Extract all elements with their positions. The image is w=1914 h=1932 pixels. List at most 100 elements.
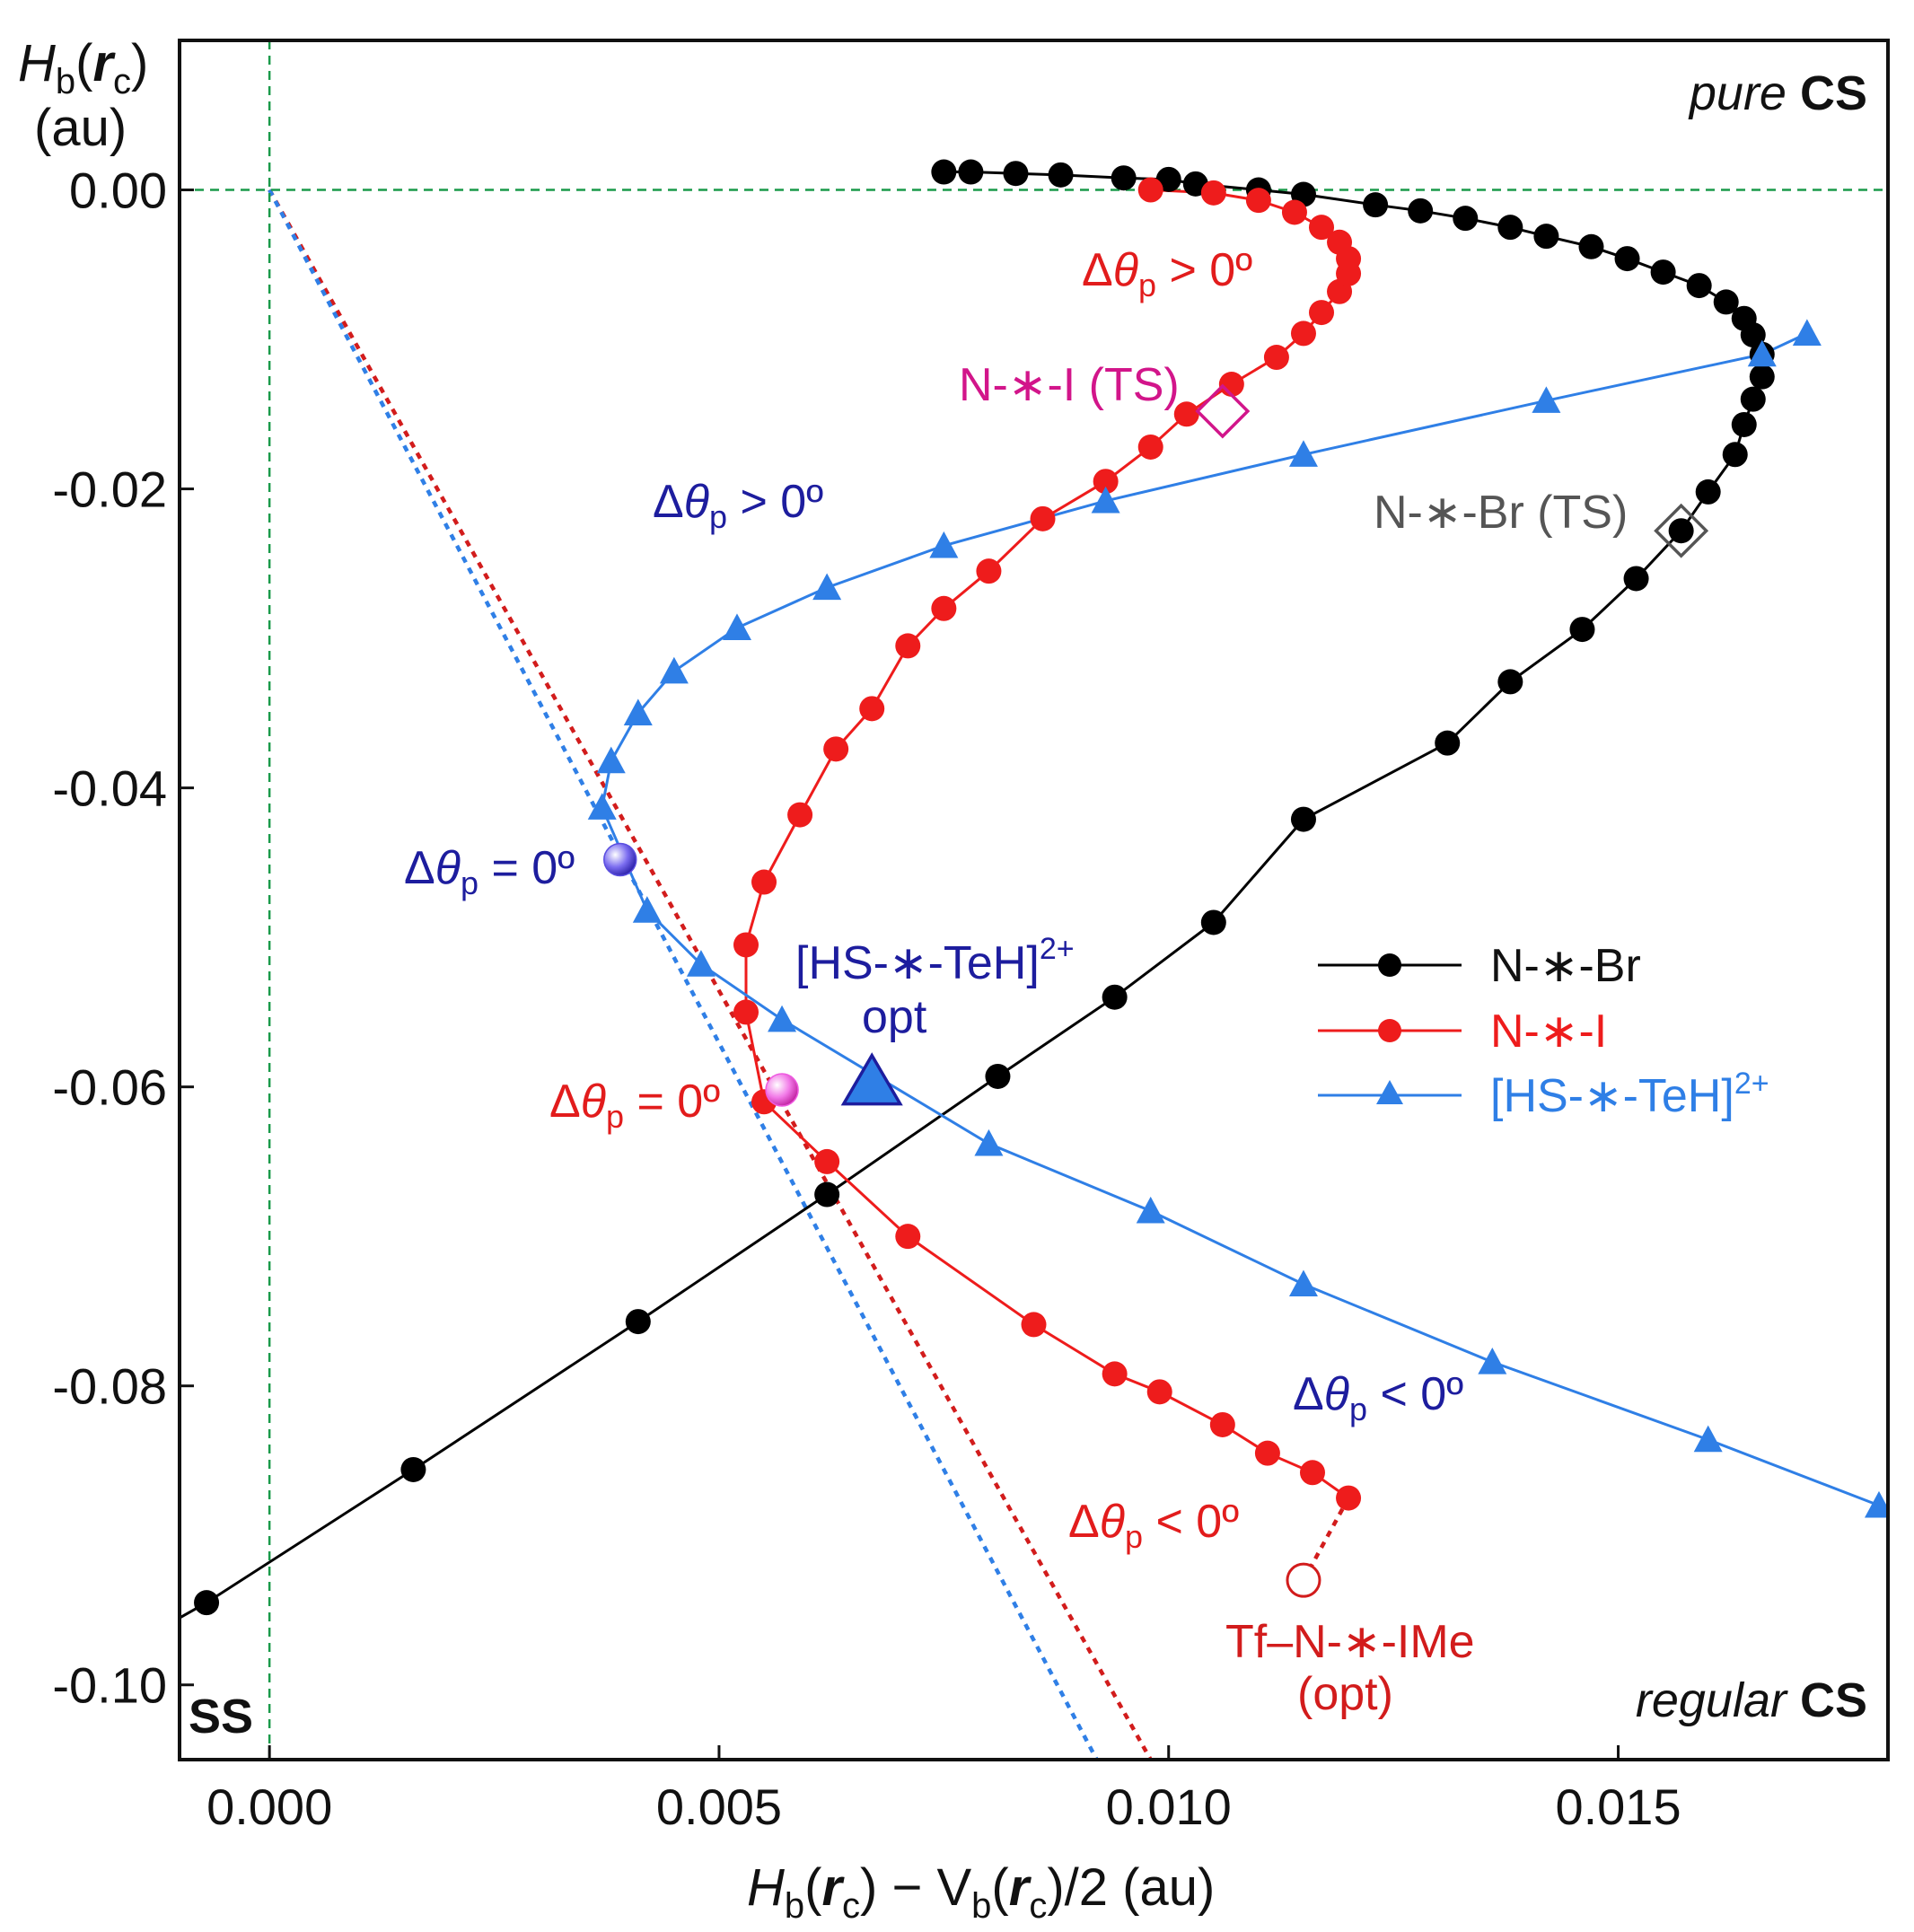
legend: N-∗-Br N-∗-I [HS-∗-TeH]2+ [1318, 940, 1769, 1122]
marker-n-br-16 [1740, 386, 1766, 412]
marker-n-br-6 [1200, 909, 1226, 935]
marker-n-br-11 [1623, 566, 1649, 592]
marker-n-i-34 [1200, 180, 1226, 206]
marker-n-br-23 [1650, 259, 1676, 285]
marker-hs-teh-2-5 [929, 531, 959, 558]
marker-n-br-36 [1048, 162, 1074, 188]
marker-n-i-17 [931, 595, 957, 621]
legend-i-label: N-∗-I [1490, 1006, 1607, 1058]
i-ts-label: N-∗-I (TS) [959, 359, 1180, 411]
red-dtheta-pos-label: Δθp > 0º [1082, 244, 1252, 303]
marker-n-br-29 [1408, 198, 1434, 224]
marker-n-br-1 [400, 1456, 426, 1482]
x-tick-label-1: 0.005 [656, 1778, 782, 1835]
legend-hs-marker [1376, 1080, 1403, 1104]
axis-ticks: 0.000 0.005 0.010 0.015 0.00 -0.02 -0.04 -0.06 -… [52, 162, 1681, 1835]
marker-n-br-4 [985, 1063, 1011, 1089]
marker-n-i-20 [1093, 469, 1119, 495]
marker-n-br-5 [1102, 984, 1128, 1010]
marker-hs-teh-2-20 [1864, 1490, 1888, 1518]
y-tick-label-1: -0.02 [52, 461, 167, 518]
marker-n-i-15 [859, 696, 885, 722]
marker-hs-teh-2-12 [632, 896, 662, 923]
marker-hs-teh-2-0 [1792, 319, 1822, 346]
marker-n-i-26 [1309, 300, 1335, 326]
legend-br-marker [1378, 953, 1401, 977]
marker-n-i-21 [1137, 434, 1163, 460]
legend-i-marker [1378, 1019, 1401, 1042]
blue-dtheta-neg-label: Δθp < 0º [1293, 1368, 1463, 1427]
corner-pure-cs: pure CS [1688, 66, 1867, 120]
x-axis-label: Hb(rc) − Vb(rc)/2 (au) [747, 1858, 1215, 1926]
y-axis-label: Hb(rc) [18, 34, 148, 101]
marker-n-br-17 [1749, 364, 1775, 390]
marker-n-i-0 [1336, 1485, 1362, 1511]
marker-hs-teh-2-9 [623, 698, 653, 725]
marker-n-i-33 [1245, 188, 1271, 214]
marker-hs-teh-2-2 [1532, 386, 1561, 413]
marker-n-br-21 [1713, 289, 1739, 315]
marker-n-br-37 [1003, 161, 1029, 187]
marker-n-br-13 [1695, 479, 1721, 505]
x-tick-label-2: 0.010 [1106, 1778, 1232, 1835]
special-markers [603, 383, 1709, 1598]
marker-n-br-2 [625, 1309, 651, 1335]
marker-hs-teh-2-15 [974, 1128, 1004, 1156]
y-tick-label-4: -0.08 [52, 1358, 167, 1415]
marker-hs-teh-2-17 [1288, 1269, 1318, 1297]
y-tick-label-3: -0.06 [52, 1059, 167, 1116]
marker-hs-teh-2-16 [1136, 1196, 1165, 1224]
marker-n-br-28 [1453, 206, 1479, 232]
marker-n-br-30 [1363, 192, 1389, 218]
marker-hs-teh-2-4 [1091, 486, 1120, 514]
marker-hs-teh-2-18 [1478, 1348, 1507, 1374]
marker-n-br-8 [1435, 730, 1461, 756]
dashed-guides [180, 40, 1888, 1760]
br-ts-label: N-∗-Br (TS) [1374, 487, 1628, 539]
tf-opt-label: Tf–N-∗-IMe [1225, 1616, 1475, 1668]
marker-n-i-18 [976, 558, 1002, 584]
marker-n-i-12 [751, 869, 777, 895]
marker-n-br-9 [1497, 669, 1523, 695]
marker-n-i-1 [1299, 1460, 1325, 1486]
special-br-ts [1654, 503, 1709, 558]
legend-br-label: N-∗-Br [1490, 940, 1641, 992]
marker-n-br-38 [958, 159, 984, 185]
marker-n-br-12 [1668, 518, 1694, 544]
marker-n-br-14 [1722, 442, 1748, 468]
marker-n-i-32 [1281, 199, 1307, 225]
special-i-ts [1195, 383, 1251, 439]
y-tick-label-5: -0.10 [52, 1657, 167, 1714]
hs-opt-label: [HS-∗-TeH]2+ [795, 932, 1075, 989]
marker-n-i-13 [787, 802, 813, 828]
marker-n-br-20 [1731, 305, 1757, 331]
marker-hs-teh-2-7 [722, 613, 751, 641]
marker-hs-teh-2-19 [1693, 1425, 1723, 1453]
marker-n-i-24 [1263, 345, 1289, 371]
corner-regular-cs: regular CS [1636, 1673, 1867, 1727]
hs-opt-label-2: opt [862, 991, 927, 1043]
marker-hs-teh-2-1 [1747, 339, 1777, 367]
marker-n-i-30 [1327, 229, 1353, 255]
marker-n-i-16 [895, 633, 921, 659]
marker-n-br-3 [814, 1181, 840, 1208]
y-tick-label-2: -0.04 [52, 760, 167, 817]
marker-n-i-4 [1146, 1379, 1172, 1405]
marker-n-br-25 [1578, 233, 1604, 259]
red-dtheta-neg-label: Δθp < 0º [1068, 1496, 1239, 1555]
y-tick-label-0: 0.00 [69, 162, 167, 219]
marker-n-i-22 [1173, 401, 1199, 427]
special-blue-zero [603, 842, 637, 877]
red-dtheta-zero-label: Δθp = 0º [549, 1076, 720, 1135]
marker-n-i-14 [823, 736, 849, 762]
corner-ss: SS [189, 1690, 253, 1743]
marker-n-i-11 [733, 932, 759, 958]
marker-n-i-8 [814, 1148, 840, 1174]
marker-n-br-24 [1614, 246, 1640, 272]
marker-hs-teh-2-13 [686, 950, 716, 977]
plot-frame [178, 39, 1890, 1761]
marker-n-br-22 [1686, 273, 1712, 299]
dashed-red-trend [268, 189, 1153, 1760]
marker-n-i-25 [1290, 321, 1316, 347]
